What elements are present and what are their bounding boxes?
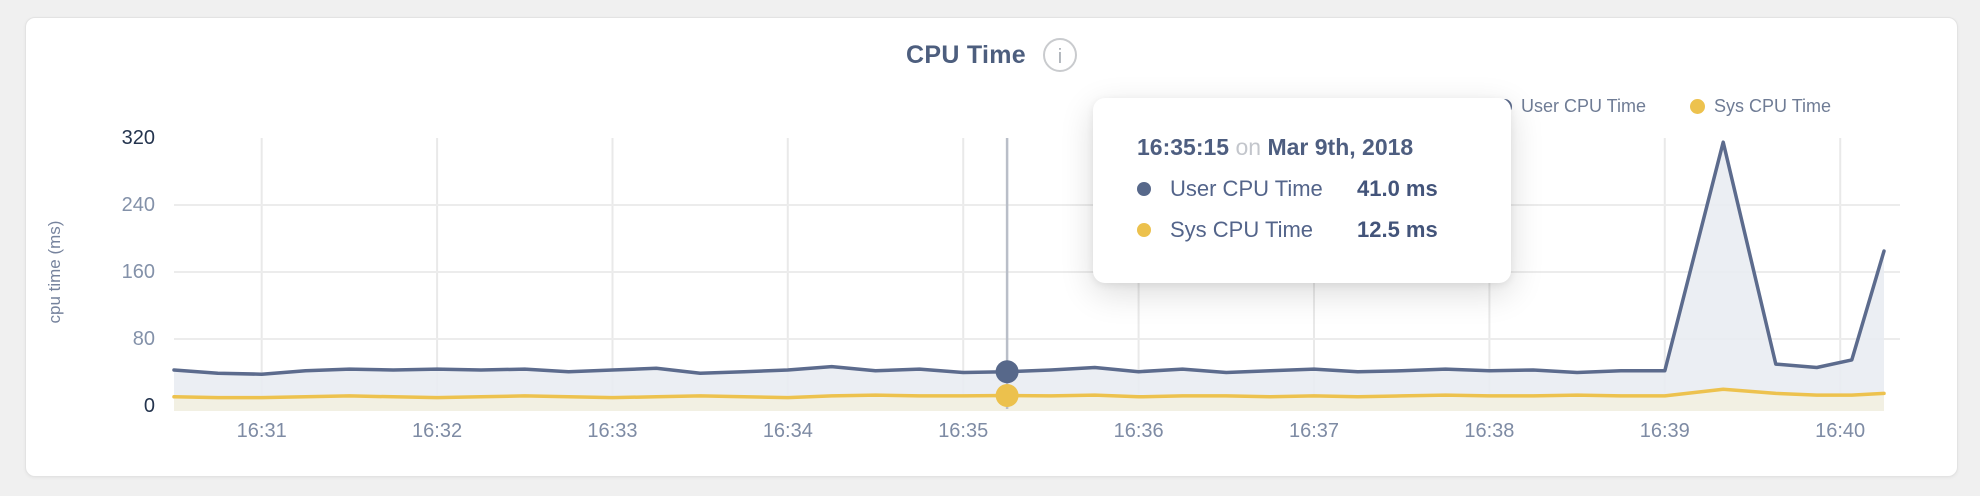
chart-legend: User CPU Time Sys CPU Time [1497, 96, 1831, 117]
chart-title: CPU Time [905, 40, 1027, 69]
tooltip-row-user: User CPU Time 41.0 ms [1137, 176, 1483, 202]
x-tick-label: 16:34 [762, 420, 813, 442]
legend-label: User CPU Time [1521, 96, 1647, 116]
x-tick-label: 16:37 [1288, 420, 1340, 442]
x-tick-label: 16:32 [412, 420, 463, 442]
user-cpu-line [172, 140, 1886, 376]
sys-series-dot-icon [1690, 99, 1706, 114]
tooltip-header: 16:35:15 on Mar 9th, 2018 [1137, 134, 1483, 161]
sys-hover-point[interactable] [995, 384, 1019, 407]
y-tick-label: 0 [143, 395, 155, 417]
tooltip-date: Mar 9th, 2018 [1267, 134, 1414, 160]
tooltip-series-label: Sys CPU Time [1170, 217, 1314, 242]
user-series-dot-icon [1137, 182, 1151, 196]
sys-cpu-area [174, 389, 1884, 411]
user-cpu-area [174, 142, 1884, 411]
user-hover-point[interactable] [995, 360, 1019, 384]
tooltip-series-value: 12.5 ms [1357, 217, 1438, 242]
legend-label: Sys CPU Time [1714, 96, 1832, 116]
y-tick-label: 240 [121, 194, 155, 216]
x-tick-label: 16:39 [1639, 420, 1690, 442]
sys-series-dot-icon [1137, 223, 1151, 237]
y-tick-label: 320 [121, 127, 155, 149]
x-tick-label: 16:31 [236, 420, 287, 442]
tooltip-row-sys: Sys CPU Time 12.5 ms [1137, 217, 1483, 243]
tooltip-series-value: 41.0 ms [1357, 176, 1438, 201]
y-tick-label: 80 [132, 328, 155, 350]
y-tick-label: 160 [121, 261, 155, 283]
legend-item-sys-cpu-time[interactable]: Sys CPU Time [1690, 96, 1831, 117]
x-tick-label: 16:40 [1815, 420, 1866, 442]
x-tick-label: 16:36 [1113, 420, 1164, 442]
hover-tooltip: 16:35:15 on Mar 9th, 2018 User CPU Time … [1093, 98, 1511, 283]
tooltip-connector: on [1235, 134, 1262, 160]
tooltip-time: 16:35:15 [1137, 134, 1230, 160]
x-tick-label: 16:38 [1464, 420, 1515, 442]
info-icon[interactable]: i [1043, 38, 1078, 72]
tooltip-series-label: User CPU Time [1170, 176, 1323, 201]
chart-header: CPU Time i [25, 38, 1958, 72]
sys-cpu-line [172, 387, 1886, 400]
legend-item-user-cpu-time[interactable]: User CPU Time [1497, 96, 1646, 117]
x-tick-label: 16:35 [938, 420, 989, 442]
x-tick-label: 16:33 [587, 420, 638, 442]
